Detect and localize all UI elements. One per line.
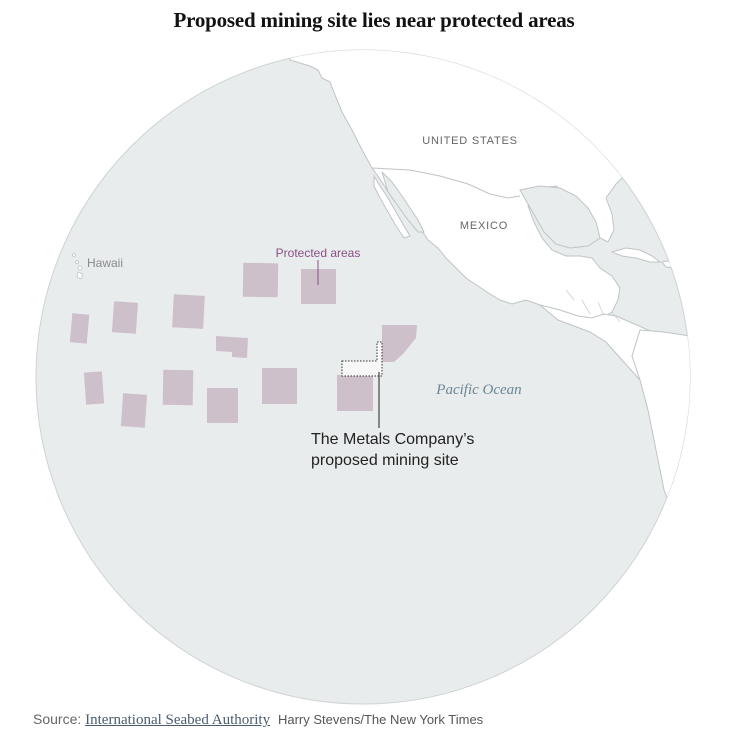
protected-area [207, 388, 238, 423]
gulf-of-california [381, 171, 425, 233]
gulf-of-mexico [519, 185, 601, 249]
hawaii-islands [72, 253, 84, 280]
credit-line: Harry Stevens/The New York Times [277, 712, 484, 727]
source-prefix: Source: [33, 711, 82, 727]
protected-area [83, 371, 105, 405]
protected-area [382, 325, 417, 362]
protected-area [162, 369, 194, 406]
protected-area [216, 336, 248, 358]
map-title: Proposed mining site lies near protected… [173, 8, 575, 32]
protected-area [120, 393, 148, 428]
protected-area [111, 301, 139, 334]
source-link[interactable]: International Seabed Authority [85, 712, 271, 728]
label-united-states: UNITED STATES [422, 135, 518, 147]
central-america-borders [565, 289, 621, 323]
source-line: Source: International Seabed Authority H… [33, 711, 483, 729]
proposed-mining-site [341, 341, 383, 377]
protected-area [172, 294, 205, 329]
label-mexico: MEXICO [460, 220, 508, 232]
label-mining-site-line1: The Metals Company’s [311, 431, 474, 448]
hispaniola [661, 259, 686, 269]
protected-area [337, 375, 373, 411]
baja-california [373, 174, 411, 239]
protected-area [69, 313, 90, 344]
protected-areas [69, 262, 417, 428]
protected-area [242, 262, 279, 298]
protected-area [262, 368, 297, 404]
label-protected-areas: Protected areas [276, 246, 361, 260]
us-mexico-border [371, 167, 521, 199]
label-hawaii: Hawaii [87, 256, 123, 270]
label-pacific-ocean: Pacific Ocean [435, 382, 521, 398]
label-mining-site-line2: proposed mining site [311, 452, 459, 469]
cuba [610, 247, 662, 263]
